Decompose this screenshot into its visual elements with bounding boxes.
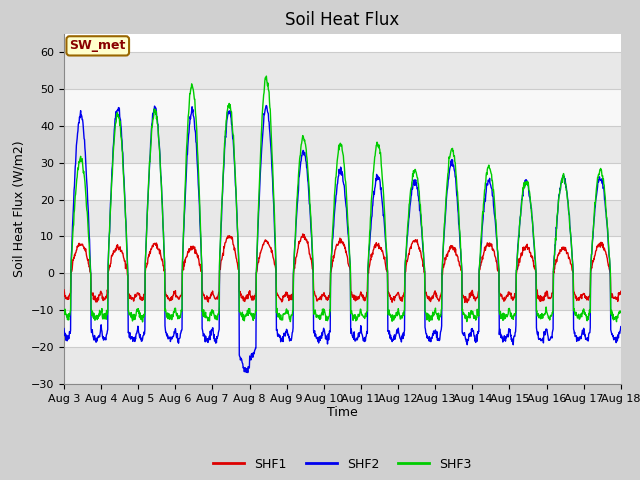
Text: SW_met: SW_met bbox=[70, 39, 126, 52]
Bar bbox=[64, 237, 621, 273]
Bar bbox=[64, 89, 621, 126]
Y-axis label: Soil Heat Flux (W/m2): Soil Heat Flux (W/m2) bbox=[12, 141, 25, 277]
Bar bbox=[64, 163, 621, 200]
Legend: SHF1, SHF2, SHF3: SHF1, SHF2, SHF3 bbox=[208, 453, 477, 476]
Bar bbox=[64, 310, 621, 347]
Bar bbox=[64, 200, 621, 237]
X-axis label: Time: Time bbox=[327, 407, 358, 420]
Title: Soil Heat Flux: Soil Heat Flux bbox=[285, 11, 399, 29]
Bar bbox=[64, 52, 621, 89]
Bar bbox=[64, 273, 621, 310]
Bar bbox=[64, 126, 621, 163]
Bar bbox=[64, 347, 621, 384]
